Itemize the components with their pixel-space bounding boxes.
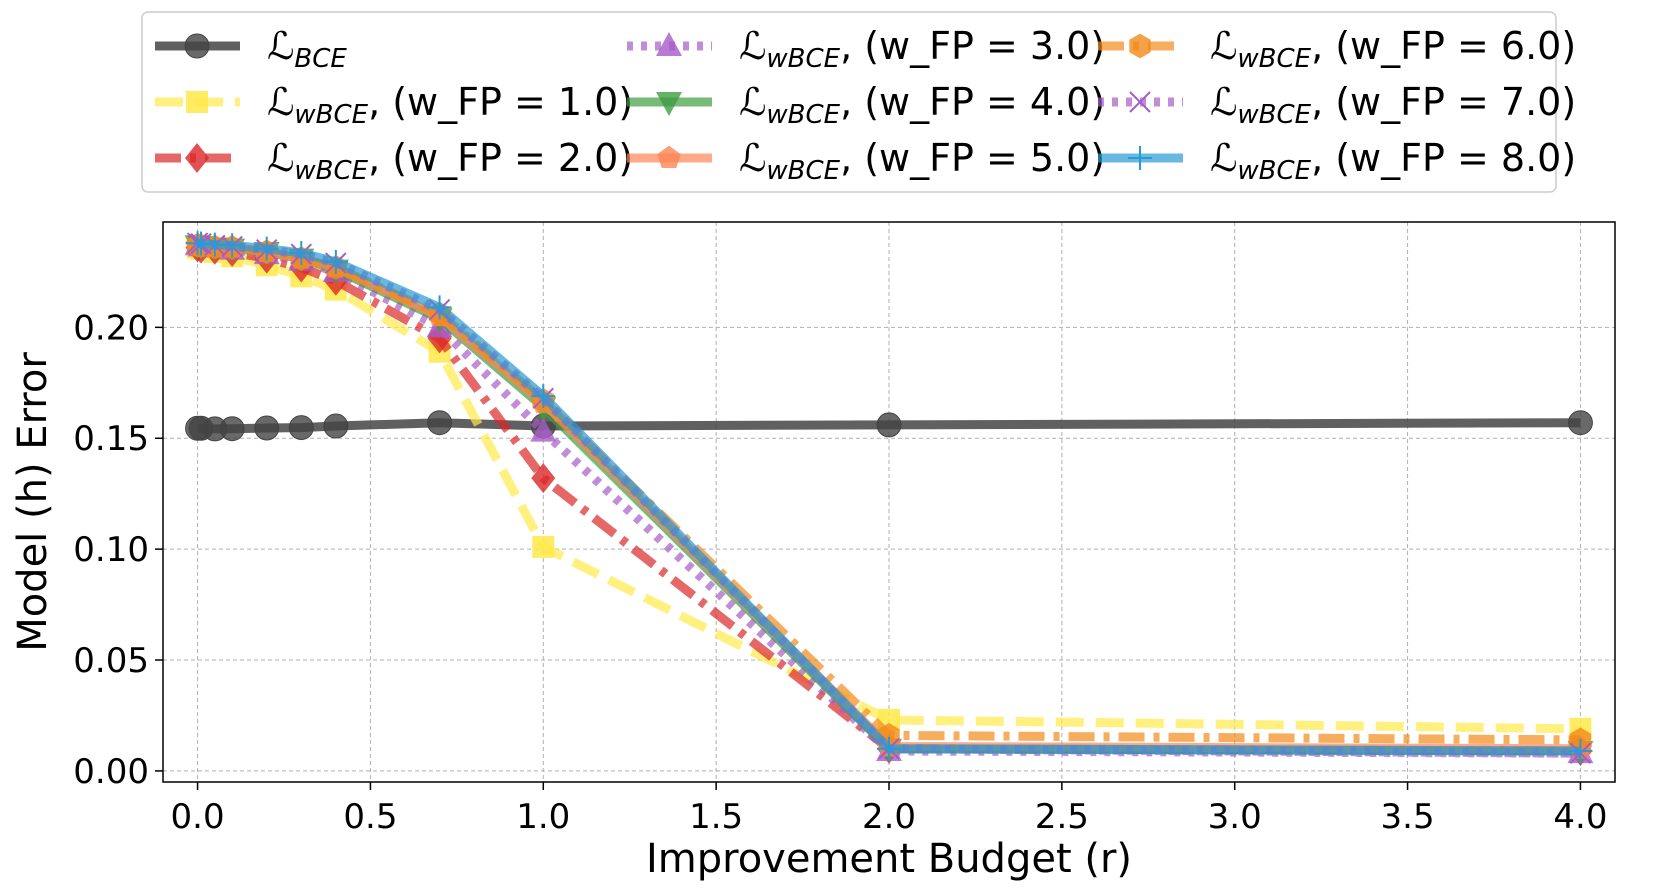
y-tick-label: 0.00	[73, 752, 149, 792]
y-tick-label: 0.10	[73, 530, 149, 570]
legend-entry: ℒwBCE, (w_FP = 4.0)	[627, 80, 1105, 130]
x-tick-label: 0.0	[171, 797, 225, 837]
data-point	[531, 384, 556, 409]
legend-entry: ℒwBCE, (w_FP = 3.0)	[627, 24, 1105, 74]
legend-label: ℒwBCE, (w_FP = 4.0)	[739, 80, 1105, 130]
x-tick-label: 2.5	[1035, 797, 1089, 837]
data-point	[1567, 410, 1593, 436]
data-point	[189, 231, 214, 256]
data-point	[532, 535, 555, 558]
x-tick-label: 2.0	[862, 797, 916, 837]
legend-box	[141, 11, 1557, 193]
data-point	[323, 413, 349, 439]
legend-label: ℒwBCE, (w_FP = 1.0)	[267, 80, 633, 130]
x-tick-label: 4.0	[1553, 797, 1607, 837]
data-point	[427, 410, 453, 436]
grid	[163, 222, 1615, 782]
data-point	[323, 249, 348, 274]
x-tick-label: 3.5	[1381, 797, 1435, 837]
y-tick-label: 0.20	[73, 308, 149, 348]
data-point	[530, 417, 557, 442]
data-point	[427, 295, 452, 320]
plot-series	[184, 231, 1594, 766]
legend-label: ℒwBCE, (w_FP = 8.0)	[1210, 136, 1576, 186]
series-0	[185, 410, 1593, 442]
data-point	[876, 412, 902, 438]
data-point	[656, 32, 682, 56]
legend-entry: ℒwBCE, (w_FP = 1.0)	[155, 80, 633, 130]
legend-label: ℒBCE	[267, 24, 347, 74]
data-point	[289, 241, 314, 266]
data-point	[288, 415, 314, 441]
data-point	[1128, 146, 1152, 170]
data-point	[254, 236, 279, 261]
series-8	[185, 231, 1593, 763]
data-point	[531, 463, 556, 494]
legend-entry: ℒwBCE, (w_FP = 8.0)	[1098, 136, 1576, 186]
data-point	[186, 91, 208, 113]
legend-label: ℒwBCE, (w_FP = 6.0)	[1210, 24, 1576, 74]
y-tick-label: 0.05	[73, 641, 149, 681]
data-point	[220, 233, 245, 258]
y-tick-label: 0.15	[73, 419, 149, 459]
data-point	[656, 92, 682, 116]
data-point	[184, 33, 210, 59]
axis-ticks: 0.0 0.5 1.0 1.5 2.0 2.5 3.0 3.5 4.0 0.00 0.05 0.10 0…	[73, 308, 1607, 837]
y-axis-title: Model (h) Error	[10, 352, 56, 652]
legend-entry: ℒwBCE, (w_FP = 7.0)	[1098, 80, 1576, 130]
legend-label: ℒwBCE, (w_FP = 7.0)	[1210, 80, 1576, 130]
legend-entry: ℒBCE	[155, 24, 347, 74]
x-tick-label: 1.5	[689, 797, 743, 837]
data-point	[877, 736, 901, 761]
x-axis-title: Improvement Budget (r)	[646, 836, 1132, 882]
data-point	[254, 415, 280, 441]
legend: ℒBCE ℒwBCE, (w_FP = 1.0) ℒwBCE, (w_FP = 2.…	[141, 11, 1576, 193]
legend-label: ℒwBCE, (w_FP = 5.0)	[739, 136, 1105, 186]
data-point	[219, 416, 245, 442]
legend-entry: ℒwBCE, (w_FP = 5.0)	[627, 136, 1105, 186]
x-tick-label: 0.5	[343, 797, 397, 837]
data-point	[657, 145, 681, 168]
data-point	[1568, 738, 1593, 763]
legend-label: ℒwBCE, (w_FP = 3.0)	[739, 24, 1105, 74]
data-point	[185, 143, 209, 173]
legend-entry: ℒwBCE, (w_FP = 6.0)	[1098, 24, 1576, 74]
data-point	[1129, 33, 1151, 59]
legend-label: ℒwBCE, (w_FP = 2.0)	[267, 136, 633, 186]
legend-entry: ℒwBCE, (w_FP = 2.0)	[155, 136, 633, 186]
x-tick-label: 3.0	[1208, 797, 1262, 837]
series-line	[196, 241, 1581, 758]
x-tick-label: 1.0	[516, 797, 570, 837]
data-point	[1129, 91, 1151, 113]
